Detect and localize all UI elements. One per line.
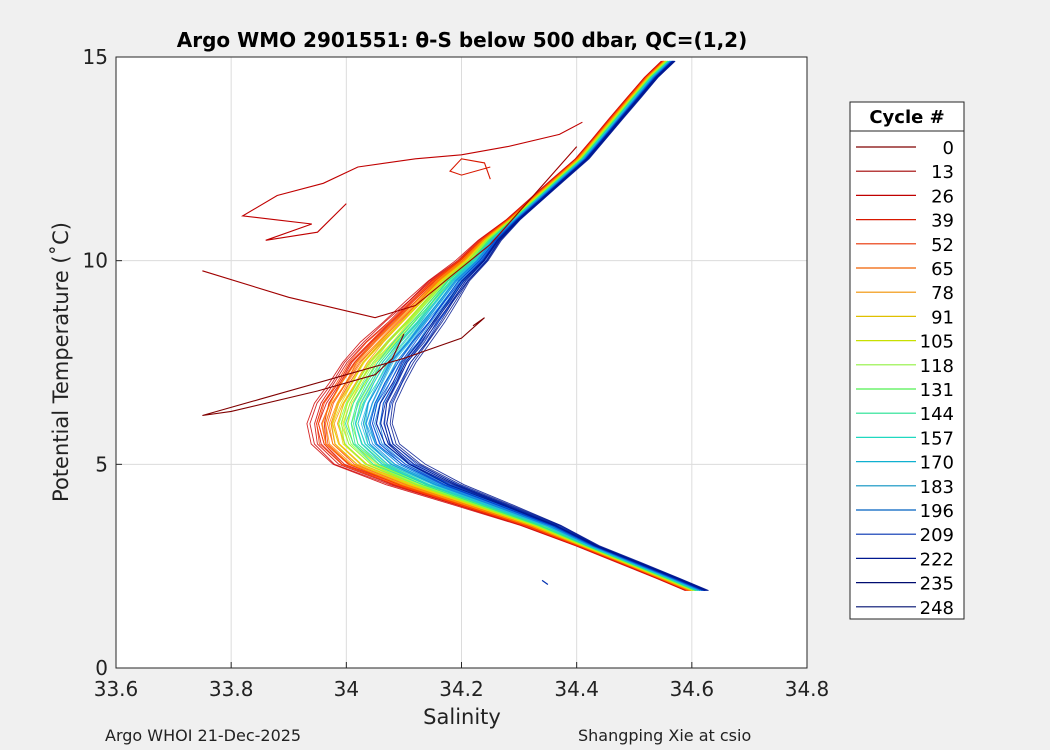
- x-tick-label: 33.6: [94, 677, 139, 701]
- x-tick-label: 34.2: [439, 677, 484, 701]
- legend-entry-label: 222: [920, 549, 954, 570]
- x-ticks: 33.6 33.8 34 34.2 34.4 34.6 34.8: [94, 662, 830, 701]
- legend-entry-label: 196: [920, 501, 954, 522]
- y-ticks: 0 5 10 15: [83, 45, 122, 680]
- legend-entry-label: 26: [931, 186, 954, 207]
- legend-entry-label: 105: [920, 332, 954, 353]
- legend-entry-label: 157: [920, 428, 954, 449]
- legend-entry-label: 183: [920, 477, 954, 498]
- x-tick-label: 34.6: [670, 677, 715, 701]
- legend-entry-label: 235: [920, 574, 954, 595]
- legend: Cycle # 0 13 26 39 52 65 78 91 105 118 131 144 157 170…: [849, 101, 965, 620]
- legend-box: [849, 101, 965, 620]
- profile-line: [380, 60, 706, 592]
- series-line-cycle-26: [241, 121, 583, 241]
- series-line-cycle-13: [202, 146, 578, 319]
- legend-entry-label: 91: [931, 307, 954, 328]
- legend-title: Cycle #: [869, 107, 944, 128]
- chart-title: Argo WMO 2901551: θ-S below 500 dbar, QC…: [177, 28, 747, 52]
- legend-entry-label: 170: [920, 453, 954, 474]
- legend-entry-label: 52: [931, 235, 954, 256]
- series-line-cycle-39: [449, 158, 491, 180]
- footer-left-credit: Argo WHOI 21-Dec-2025: [105, 726, 302, 745]
- x-tick-label: 34.4: [554, 677, 599, 701]
- x-tick-label: 34.8: [785, 677, 830, 701]
- y-tick-label: 10: [83, 249, 108, 273]
- legend-entry-label: 118: [920, 356, 954, 377]
- legend-entry-label: 78: [931, 283, 954, 304]
- legend-entry-label: 0: [943, 138, 954, 159]
- y-axis-label: Potential Temperature (˚C): [49, 222, 73, 502]
- profile-line: [369, 60, 703, 592]
- stray-profile-segment: [541, 579, 549, 585]
- profile-line: [350, 60, 697, 592]
- legend-entry-label: 13: [931, 162, 954, 183]
- profile-line: [391, 60, 709, 592]
- data-lines: [202, 60, 709, 592]
- x-tick-label: 33.8: [209, 677, 254, 701]
- y-tick-label: 0: [95, 656, 108, 680]
- legend-entry-label: 144: [920, 404, 954, 425]
- footer-right-credit: Shangping Xie at csio: [578, 726, 752, 745]
- legend-entry-label: 131: [920, 380, 954, 401]
- x-tick-label: 34: [334, 677, 359, 701]
- legend-entry-label: 39: [931, 211, 954, 232]
- legend-entry-label: 65: [931, 259, 954, 280]
- series-line-cycle-0: [202, 317, 485, 417]
- profile-line: [386, 60, 708, 592]
- y-tick-label: 5: [95, 452, 108, 476]
- profile-line: [365, 60, 702, 592]
- legend-entry-label: 248: [920, 598, 954, 619]
- y-tick-label: 15: [83, 45, 108, 69]
- x-axis-label: Salinity: [423, 705, 501, 729]
- legend-entry-label: 209: [920, 525, 954, 546]
